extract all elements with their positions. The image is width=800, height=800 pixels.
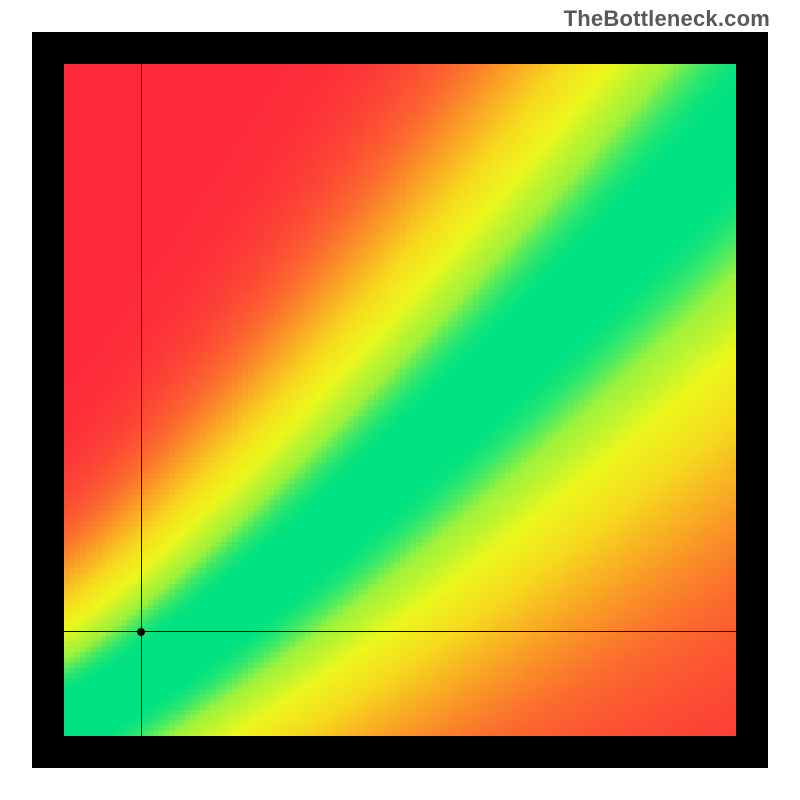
bottleneck-heatmap [64, 64, 736, 736]
chart-frame [32, 32, 768, 768]
crosshair-horizontal [64, 631, 736, 632]
chart-area [64, 64, 736, 736]
watermark-text: TheBottleneck.com [564, 6, 770, 32]
selection-marker [137, 628, 145, 636]
